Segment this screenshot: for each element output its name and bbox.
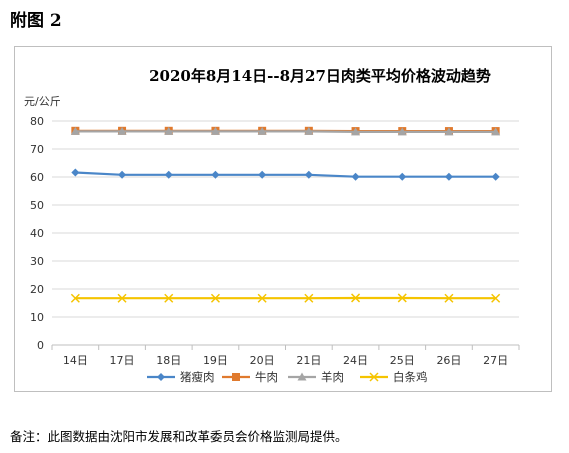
data-point [304,170,313,179]
chart-frame [14,46,552,392]
legend-marker [297,372,307,381]
data-point [211,170,220,179]
data-point [444,172,453,181]
legend-marker [157,373,165,381]
data-point [444,293,454,303]
data-point [304,293,314,303]
data-point [304,126,314,135]
data-point [117,126,127,135]
y-tick-label: 50 [30,199,44,212]
data-point [210,126,220,135]
data-point [258,170,267,179]
legend-label: 牛肉 [255,370,278,384]
legend-label: 猪瘦肉 [180,370,215,384]
data-point [444,127,454,136]
figure-label: 附图 2 [10,11,62,31]
series-line-3 [75,130,496,133]
data-point [117,293,127,303]
data-point [351,293,361,303]
data-point [257,126,267,135]
data-point [164,170,173,179]
x-tick-label: 21日 [296,354,321,367]
data-point [351,127,361,136]
x-tick-label: 27日 [483,354,508,367]
chart-title: 2020年8月14日--8月27日肉类平均价格波动趋势 [149,67,491,85]
y-tick-label: 40 [30,227,44,240]
data-point [491,127,501,136]
x-tick-label: 18日 [156,354,181,367]
data-point [397,127,407,136]
footnote: 备注：此图数据由沈阳市发展和改革委员会价格监测局提供。 [10,429,348,444]
legend-marker [232,373,240,381]
data-point [118,170,127,179]
data-point [491,172,500,181]
x-tick-label: 24日 [343,354,368,367]
x-tick-label: 14日 [63,354,88,367]
y-tick-label: 0 [37,339,44,352]
x-tick-label: 20日 [250,354,275,367]
data-point [257,293,267,303]
data-point [210,293,220,303]
y-tick-label: 70 [30,143,44,156]
y-tick-label: 80 [30,115,44,128]
legend-label: 白条鸡 [393,370,428,384]
x-tick-label: 25日 [390,354,415,367]
y-tick-label: 10 [30,311,44,324]
legend-label: 羊肉 [321,370,344,384]
data-point [397,293,407,303]
series-line-1 [75,171,496,178]
data-point [491,293,501,303]
x-tick-label: 17日 [110,354,135,367]
legend-marker [369,372,379,382]
y-tick-label: 30 [30,255,44,268]
y-axis-label: 元/公斤 [24,95,61,108]
data-point [351,172,360,181]
data-point [398,172,407,181]
y-tick-label: 20 [30,283,44,296]
data-point [70,126,80,135]
data-point [71,168,80,177]
x-tick-label: 26日 [436,354,461,367]
data-point [70,293,80,303]
data-point [164,126,174,135]
x-tick-label: 19日 [203,354,228,367]
y-tick-label: 60 [30,171,44,184]
data-point [164,293,174,303]
